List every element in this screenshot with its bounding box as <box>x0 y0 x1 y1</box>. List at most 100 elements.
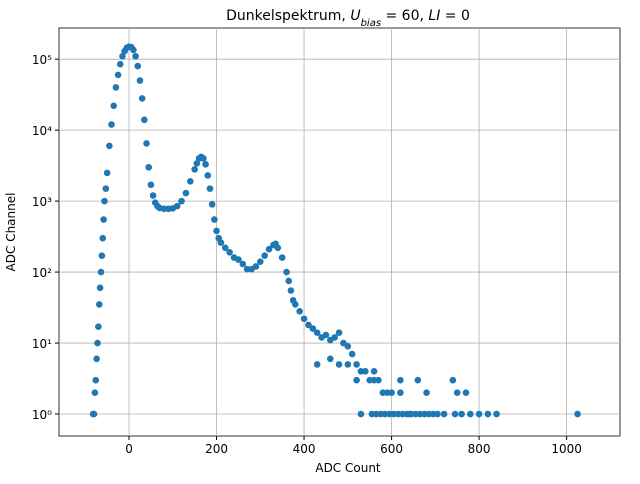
point <box>397 376 404 384</box>
point <box>423 389 430 396</box>
point <box>475 410 483 418</box>
point <box>462 389 470 396</box>
point <box>239 260 247 268</box>
point <box>305 321 312 329</box>
x-tick-label: 600 <box>380 442 403 456</box>
point <box>283 268 290 276</box>
point <box>235 256 242 263</box>
point <box>94 339 101 347</box>
point <box>327 355 334 363</box>
point <box>370 367 378 375</box>
title-part: = 0 <box>440 8 470 24</box>
point <box>191 166 198 173</box>
point <box>141 116 148 124</box>
point <box>134 62 142 70</box>
title-part: bias <box>361 18 381 29</box>
point <box>143 140 150 147</box>
point <box>145 163 153 171</box>
point <box>99 234 107 242</box>
point <box>285 277 293 285</box>
point <box>331 334 338 341</box>
point <box>449 376 457 384</box>
point <box>95 323 102 330</box>
point <box>353 376 360 384</box>
point <box>348 350 356 358</box>
point <box>182 189 190 197</box>
point <box>313 361 321 368</box>
point <box>132 52 139 60</box>
y-axis-label: ADC Channel <box>4 193 18 272</box>
x-tick-label: 200 <box>205 442 228 456</box>
point <box>211 216 218 223</box>
x-tick-label: 1000 <box>551 442 582 456</box>
point <box>202 161 209 168</box>
point <box>204 172 212 179</box>
point <box>138 95 146 102</box>
point <box>217 239 225 246</box>
point <box>335 329 343 336</box>
point <box>101 197 108 205</box>
point <box>103 169 111 177</box>
y-tick-label: 10¹ <box>32 337 52 351</box>
point <box>90 410 98 418</box>
point <box>208 201 216 208</box>
y-tick-label: 10² <box>32 266 52 280</box>
point <box>265 245 273 253</box>
point <box>296 308 303 315</box>
point <box>114 71 122 79</box>
point <box>116 60 124 68</box>
point <box>193 160 201 167</box>
point <box>300 315 308 323</box>
point <box>414 376 422 384</box>
point <box>256 258 264 266</box>
point <box>261 252 268 260</box>
point <box>493 410 500 418</box>
y-tick-label: 10⁴ <box>32 124 52 138</box>
x-axis-label: ADC Count <box>315 461 381 475</box>
point <box>91 389 99 396</box>
point <box>97 268 105 276</box>
point <box>322 331 330 339</box>
point <box>344 342 352 350</box>
y-tick-label: 10⁰ <box>32 408 52 422</box>
point <box>574 410 581 418</box>
point <box>108 121 115 128</box>
point <box>362 367 369 375</box>
point <box>92 376 100 384</box>
point <box>434 410 441 418</box>
point <box>353 361 360 368</box>
point <box>173 202 181 210</box>
y-tick-label: 10³ <box>32 195 52 209</box>
point <box>458 410 465 418</box>
point <box>93 355 100 363</box>
point <box>309 325 317 332</box>
point <box>96 284 104 292</box>
point <box>221 244 229 252</box>
point <box>130 46 137 54</box>
point <box>112 84 120 91</box>
point <box>467 410 474 418</box>
point <box>453 389 461 396</box>
x-tick-label: 0 <box>125 442 133 456</box>
point <box>149 192 157 199</box>
point <box>388 389 395 396</box>
point <box>451 410 459 418</box>
point <box>147 181 155 189</box>
point <box>375 376 382 384</box>
plot-frame <box>58 27 621 437</box>
point <box>484 410 492 418</box>
point <box>102 185 110 192</box>
point <box>200 155 207 162</box>
title-part: U <box>350 8 360 24</box>
point <box>357 410 365 418</box>
point <box>440 410 448 418</box>
point <box>95 301 103 308</box>
point <box>313 329 321 336</box>
point <box>98 252 106 260</box>
point <box>178 197 185 205</box>
point <box>100 216 107 223</box>
point <box>252 263 260 270</box>
point <box>106 142 113 150</box>
x-tick-label: 400 <box>293 442 316 456</box>
